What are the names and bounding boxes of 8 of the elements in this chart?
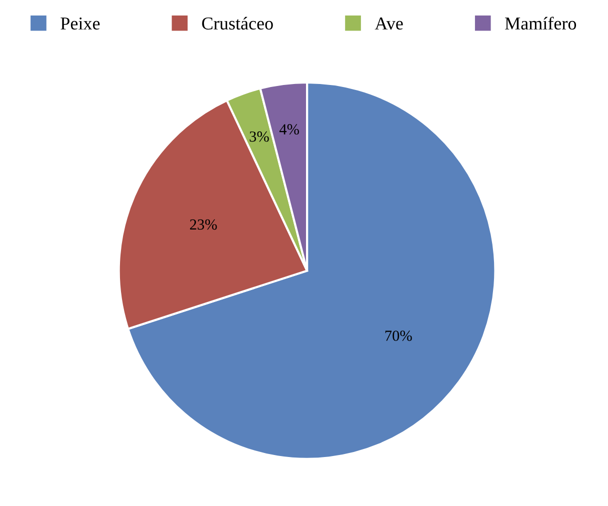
legend-label: Crustáceo (202, 16, 273, 30)
data-label: 70% (385, 330, 412, 341)
legend-label: Ave (374, 18, 403, 30)
legend-label: Mamífero (505, 16, 576, 30)
data-label: 3% (250, 131, 269, 142)
data-label: 23% (190, 219, 217, 230)
data-label: 4% (279, 124, 300, 135)
legend-label: Peixe (60, 17, 100, 30)
